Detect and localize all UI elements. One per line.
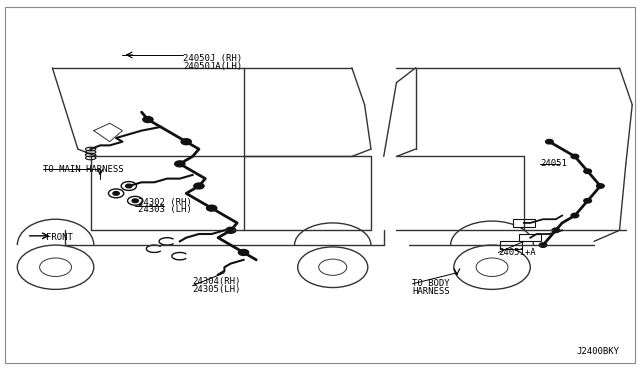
Circle shape [181,139,191,145]
FancyBboxPatch shape [500,241,522,249]
Circle shape [540,243,547,247]
Circle shape [239,250,248,256]
Text: 24302 (RH): 24302 (RH) [138,198,192,207]
Circle shape [584,199,591,203]
Circle shape [596,184,604,188]
Text: 24304(RH): 24304(RH) [193,278,241,286]
Text: 24050J (RH): 24050J (RH) [183,54,242,63]
Text: HARNESS: HARNESS [412,287,450,296]
Circle shape [143,116,153,122]
Circle shape [584,169,591,173]
Circle shape [125,184,132,188]
Circle shape [113,192,119,195]
Text: 24051: 24051 [540,159,566,169]
Text: TO MAIN HARNESS: TO MAIN HARNESS [43,165,124,174]
Text: 24305(LH): 24305(LH) [193,285,241,294]
Text: 24051+A: 24051+A [499,248,536,257]
Circle shape [552,228,559,232]
Text: TO BODY: TO BODY [412,279,450,288]
FancyBboxPatch shape [520,234,541,241]
Circle shape [194,183,204,189]
Circle shape [571,154,579,159]
Text: J2400BKY: J2400BKY [577,347,620,356]
FancyBboxPatch shape [513,219,535,227]
Circle shape [207,205,217,211]
Circle shape [175,161,185,167]
Text: 24050JA(LH): 24050JA(LH) [183,61,242,71]
Circle shape [571,213,579,218]
Circle shape [132,199,138,203]
Circle shape [226,227,236,233]
Text: FRONT: FRONT [46,233,73,242]
Text: 24303 (LH): 24303 (LH) [138,205,192,214]
Circle shape [545,140,553,144]
